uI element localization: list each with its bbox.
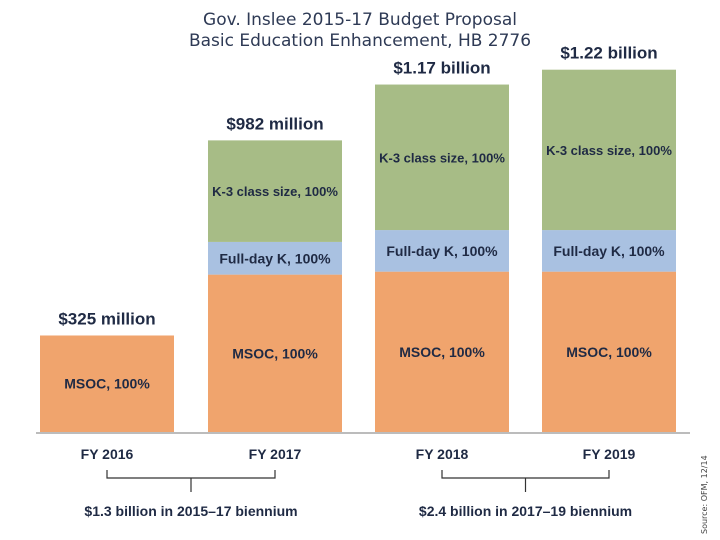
total-label-4: $1.22 billion	[560, 44, 657, 63]
biennium-label-2: $2.4 billion in 2017–19 biennium	[419, 503, 632, 519]
segment-label-4-2: Full-day K, 100%	[553, 243, 665, 259]
segment-label-4-3: K-3 class size, 100%	[546, 143, 672, 158]
total-label-2: $982 million	[226, 114, 323, 133]
segment-label-4-1: MSOC, 100%	[566, 344, 652, 360]
total-label-3: $1.17 billion	[393, 59, 490, 78]
source-note: Source: OFM, 12/14	[700, 455, 709, 534]
x-tick-label-1: FY 2016	[81, 446, 134, 462]
biennium-label-1: $1.3 billion in 2015–17 biennium	[84, 503, 297, 519]
segment-label-2-3: K-3 class size, 100%	[212, 184, 338, 199]
chart-title-line-1: Gov. Inslee 2015-17 Budget Proposal	[203, 10, 517, 30]
segment-label-3-3: K-3 class size, 100%	[379, 150, 505, 165]
bar-segment-2-1	[208, 274, 342, 432]
bar-segment-3-1	[375, 271, 509, 432]
bar-segment-4-2	[542, 230, 676, 272]
biennium-bracket-1	[106, 470, 276, 479]
segment-label-2-1: MSOC, 100%	[232, 345, 318, 361]
x-tick-label-4: FY 2019	[583, 446, 636, 462]
bar-segment-2-3	[208, 140, 342, 242]
bar-segment-4-1	[542, 271, 676, 432]
segment-label-1-1: MSOC, 100%	[64, 376, 150, 392]
segment-label-3-2: Full-day K, 100%	[386, 243, 498, 259]
segment-label-3-1: MSOC, 100%	[399, 344, 485, 360]
segment-label-2-2: Full-day K, 100%	[219, 250, 331, 266]
biennium-bracket-2	[441, 470, 610, 479]
chart-title-line-2: Basic Education Enhancement, HB 2776	[188, 31, 532, 51]
x-tick-label-2: FY 2017	[249, 446, 302, 462]
bar-segment-4-3	[542, 69, 676, 231]
total-label-1: $325 million	[58, 309, 155, 328]
bar-segment-3-3	[375, 84, 509, 231]
bar-segment-1-1	[40, 335, 174, 432]
x-tick-label-3: FY 2018	[416, 446, 469, 462]
bar-segment-2-2	[208, 241, 342, 275]
bar-segment-3-2	[375, 230, 509, 272]
